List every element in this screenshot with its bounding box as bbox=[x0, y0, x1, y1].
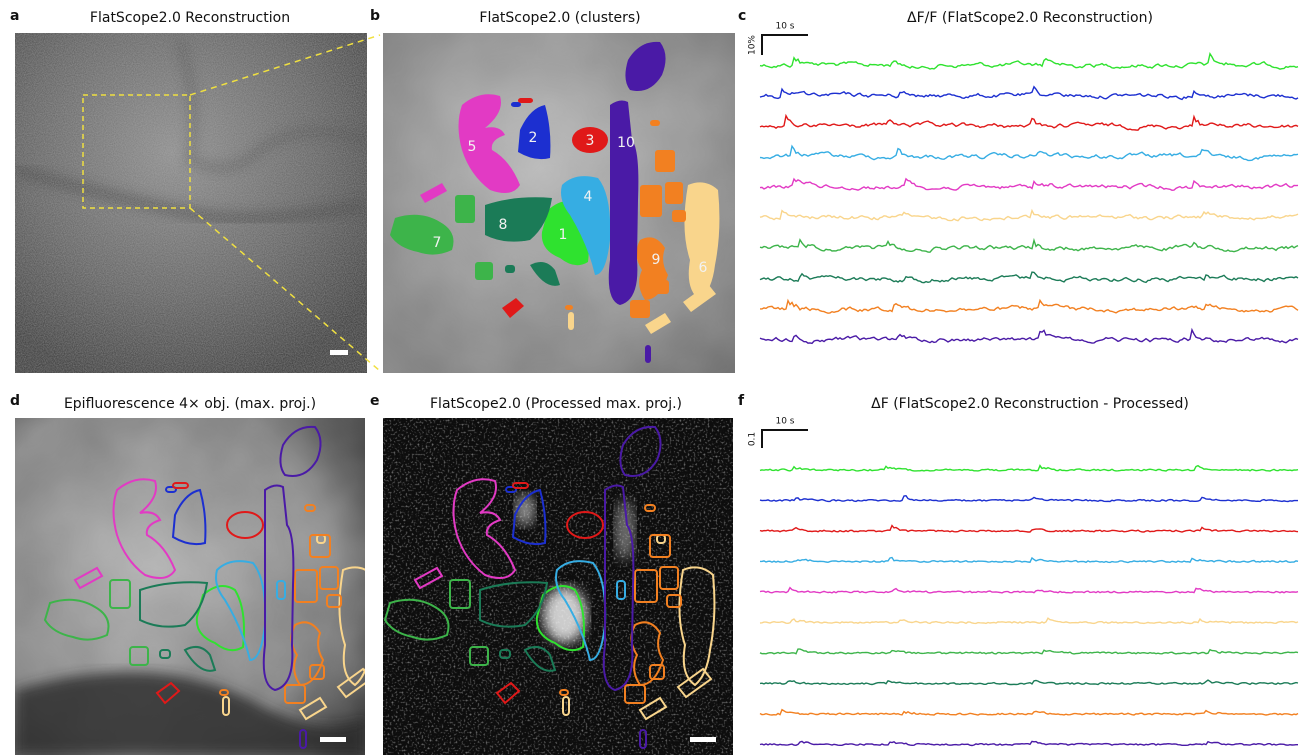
cluster-fragment bbox=[455, 195, 475, 223]
image-b: 1 2 3 4 5 6 7 8 9 10 bbox=[383, 33, 735, 373]
trace bbox=[760, 146, 1298, 160]
trace bbox=[760, 211, 1298, 221]
cluster-fragment bbox=[518, 98, 533, 103]
panel-title: FlatScope2.0 (Processed max. proj.) bbox=[430, 396, 682, 412]
panel-label: c bbox=[738, 8, 746, 24]
panel-label: d bbox=[10, 393, 20, 409]
cluster-fragment bbox=[565, 305, 573, 310]
cluster-fragment bbox=[655, 280, 669, 294]
scale-bar bbox=[690, 737, 716, 742]
scale-bar bbox=[762, 35, 808, 55]
panel-title: FlatScope2.0 (clusters) bbox=[479, 10, 640, 26]
trace bbox=[760, 330, 1298, 343]
trace bbox=[760, 710, 1298, 715]
figure: 1 2 3 4 5 6 7 8 9 10 a FlatScope2.0 Reconstructio… bbox=[0, 0, 1304, 755]
cluster-fragment bbox=[568, 312, 574, 330]
trace bbox=[760, 179, 1298, 190]
cluster-label: 6 bbox=[699, 260, 708, 276]
cluster-fragment bbox=[640, 185, 662, 217]
cluster-fragment bbox=[511, 102, 521, 107]
trace bbox=[760, 116, 1298, 130]
trace bbox=[760, 558, 1298, 563]
trace bbox=[760, 649, 1298, 654]
cluster-fragment bbox=[475, 262, 493, 280]
trace bbox=[760, 54, 1298, 69]
image-e bbox=[383, 418, 733, 755]
cluster-fragment bbox=[665, 182, 683, 204]
cluster-label: 3 bbox=[586, 133, 595, 149]
cluster-label: 10 bbox=[617, 135, 635, 151]
panel-title: Epifluorescence 4× obj. (max. proj.) bbox=[64, 396, 316, 412]
panel-title: ΔF (FlatScope2.0 Reconstruction - Proces… bbox=[871, 396, 1189, 412]
trace bbox=[760, 87, 1298, 100]
cluster-label: 4 bbox=[584, 189, 593, 205]
scale-bar bbox=[762, 430, 808, 448]
cluster-label: 5 bbox=[468, 139, 477, 155]
image-d bbox=[15, 418, 374, 755]
amplitude-scale: 10% bbox=[748, 35, 758, 55]
panel-label: f bbox=[738, 393, 745, 409]
cluster-fragment bbox=[630, 300, 650, 318]
image-noise bbox=[15, 33, 367, 373]
trace bbox=[760, 300, 1298, 313]
trace bbox=[760, 496, 1298, 502]
cluster-fragment bbox=[655, 150, 675, 172]
cluster-label: 7 bbox=[433, 235, 442, 251]
cluster-label: 1 bbox=[559, 227, 568, 243]
cluster-fragment bbox=[672, 210, 686, 222]
scale-bar bbox=[330, 350, 348, 355]
cluster-label: 9 bbox=[652, 252, 661, 268]
cluster-fragment bbox=[650, 120, 660, 126]
trace bbox=[760, 741, 1298, 745]
cluster-fragment bbox=[505, 265, 515, 273]
time-scale: 10 s bbox=[775, 22, 794, 32]
panel-title: FlatScope2.0 Reconstruction bbox=[90, 10, 290, 26]
trace bbox=[760, 526, 1298, 532]
panel-label: e bbox=[370, 393, 380, 409]
bright-cell bbox=[543, 587, 587, 643]
image-a bbox=[15, 33, 367, 373]
cluster-label: 2 bbox=[529, 130, 538, 146]
scale-bar bbox=[320, 737, 346, 742]
time-scale: 10 s bbox=[775, 417, 794, 427]
trace bbox=[760, 240, 1298, 252]
cluster-label: 8 bbox=[499, 217, 508, 233]
trace bbox=[760, 588, 1298, 593]
trace bbox=[760, 680, 1298, 684]
panel-label: b bbox=[370, 8, 380, 24]
trace bbox=[760, 618, 1298, 623]
cluster-fragment bbox=[645, 345, 651, 363]
trace bbox=[760, 466, 1298, 471]
panel-label: a bbox=[10, 8, 19, 24]
trace bbox=[760, 272, 1298, 283]
amplitude-scale: 0.1 bbox=[748, 432, 758, 446]
panel-title: ΔF/F (FlatScope2.0 Reconstruction) bbox=[907, 10, 1153, 26]
